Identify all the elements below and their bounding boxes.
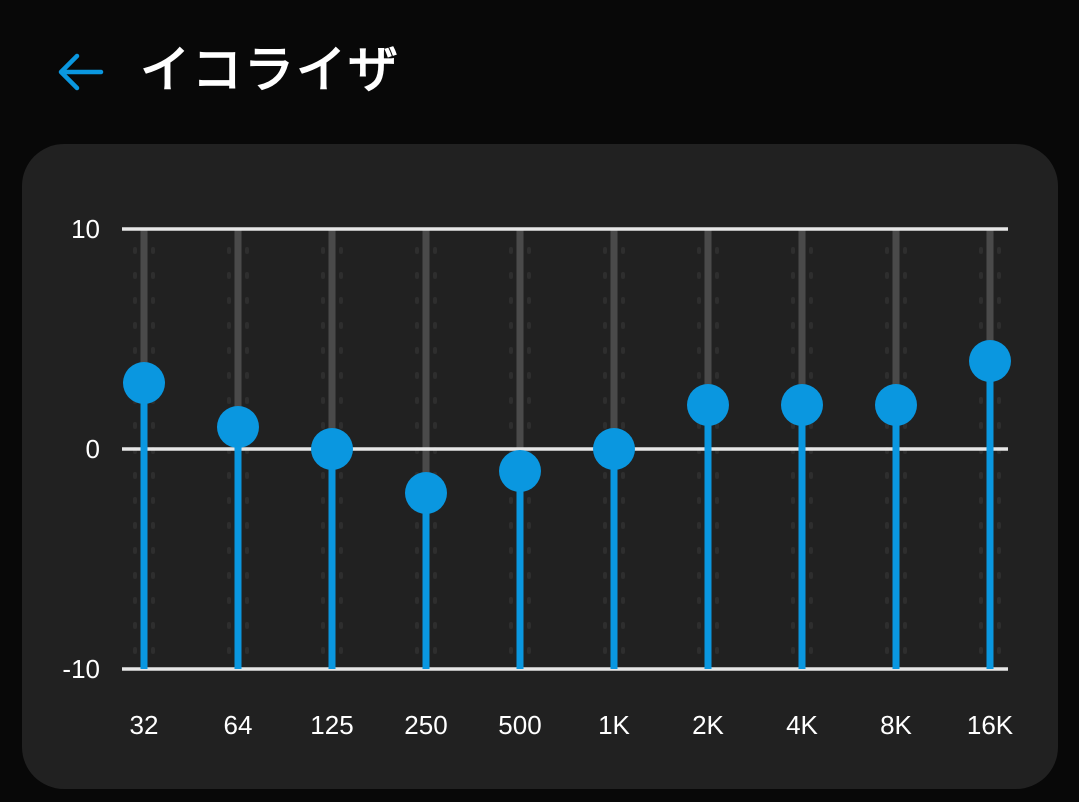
band-label-1K: 1K: [598, 710, 630, 740]
band-label-64: 64: [224, 710, 253, 740]
slider-thumb-2K[interactable]: [687, 384, 729, 426]
band-label-500: 500: [498, 710, 541, 740]
y-tick-label: 10: [71, 214, 100, 244]
slider-thumb-500[interactable]: [499, 450, 541, 492]
slider-thumb-32[interactable]: [123, 362, 165, 404]
band-label-125: 125: [310, 710, 353, 740]
page-title: イコライザ: [140, 41, 400, 99]
band-label-8K: 8K: [880, 710, 912, 740]
slider-thumb-4K[interactable]: [781, 384, 823, 426]
slider-thumb-8K[interactable]: [875, 384, 917, 426]
y-tick-label: -10: [62, 654, 100, 684]
slider-thumb-250[interactable]: [405, 472, 447, 514]
slider-thumb-125[interactable]: [311, 428, 353, 470]
equalizer-chart: 10 0 -10 32 64 125 250 500 1K 2K 4K 8K 16K: [62, 214, 1014, 740]
slider-thumb-16K[interactable]: [969, 340, 1011, 382]
band-label-2K: 2K: [692, 710, 724, 740]
band-label-4K: 4K: [786, 710, 818, 740]
back-button[interactable]: [46, 40, 114, 104]
arrow-left-icon: [58, 53, 104, 91]
band-label-32: 32: [130, 710, 159, 740]
app-header: イコライザ: [0, 0, 1079, 140]
slider-thumb-64[interactable]: [217, 406, 259, 448]
band-label-250: 250: [404, 710, 447, 740]
band-label-16K: 16K: [967, 710, 1014, 740]
y-tick-label: 0: [86, 434, 100, 464]
slider-thumb-1K[interactable]: [593, 428, 635, 470]
equalizer-card: 10 0 -10 32 64 125 250 500 1K 2K 4K 8K 16K: [22, 144, 1058, 789]
